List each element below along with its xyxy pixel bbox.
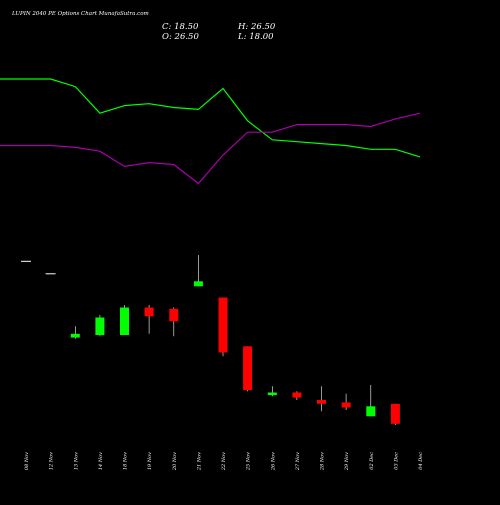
indicator-line-2 bbox=[0, 112, 421, 185]
candle-body bbox=[243, 346, 253, 391]
high-value: H: 26.50 bbox=[237, 22, 276, 32]
chart-title: LUPIN 2040 PE Options Chart MunafaSutra.… bbox=[11, 11, 149, 17]
candle bbox=[390, 403, 400, 425]
candle bbox=[218, 297, 228, 357]
candle bbox=[292, 391, 302, 400]
x-tick-label: 04 Dec bbox=[418, 452, 424, 470]
x-tick-label: 14 Nov bbox=[98, 452, 104, 470]
x-tick-label: 21 Nov bbox=[196, 452, 202, 471]
candle bbox=[317, 386, 326, 412]
candle-body bbox=[390, 403, 400, 424]
x-tick-label: 03 Dec bbox=[393, 452, 399, 470]
close-value: C: 18.50 bbox=[162, 22, 199, 32]
candle-body bbox=[95, 317, 105, 335]
candle-body bbox=[366, 406, 376, 417]
candle bbox=[341, 393, 351, 410]
low-value: L: 18.00 bbox=[237, 32, 274, 42]
indicator-lines bbox=[0, 78, 421, 185]
candle bbox=[144, 305, 154, 334]
x-tick-label: 19 Nov bbox=[147, 452, 153, 470]
candle-body bbox=[341, 402, 351, 408]
candle bbox=[70, 326, 80, 339]
x-tick-label: 26 Nov bbox=[270, 452, 276, 471]
open-value: O: 26.50 bbox=[162, 32, 199, 42]
candle-body bbox=[70, 333, 80, 338]
candle-body bbox=[120, 307, 129, 335]
candle-body bbox=[317, 400, 326, 404]
candle-body bbox=[169, 308, 179, 322]
indicator-line-1 bbox=[0, 78, 421, 158]
candle-body bbox=[144, 307, 154, 317]
x-tick-label: 08 Nov bbox=[24, 452, 30, 470]
candle bbox=[366, 385, 376, 417]
candle bbox=[169, 307, 179, 337]
candle bbox=[243, 346, 253, 392]
candle bbox=[120, 305, 129, 335]
candle-body bbox=[292, 392, 302, 398]
x-tick-label: 12 Nov bbox=[49, 452, 55, 470]
candle bbox=[95, 315, 105, 337]
candles bbox=[21, 255, 400, 425]
x-tick-label: 02 Dec bbox=[369, 452, 375, 470]
x-tick-label: 29 Nov bbox=[344, 452, 350, 471]
candle bbox=[267, 386, 277, 397]
candle bbox=[193, 255, 203, 287]
candle-body bbox=[193, 281, 203, 287]
candle-body bbox=[267, 392, 277, 395]
x-tick-label: 28 Nov bbox=[320, 452, 326, 471]
x-tick-label: 22 Nov bbox=[221, 452, 227, 471]
candle-body bbox=[218, 297, 228, 353]
x-tick-label: 27 Nov bbox=[295, 452, 301, 471]
x-tick-label: 13 Nov bbox=[73, 452, 79, 470]
x-tick-label: 18 Nov bbox=[123, 452, 129, 470]
x-tick-label: 20 Nov bbox=[172, 452, 178, 471]
x-axis-ticks: 08 Nov 12 Nov 13 Nov 14 Nov 18 Nov 19 Nov 20 N… bbox=[24, 452, 424, 471]
x-tick-label: 25 Nov bbox=[246, 452, 252, 471]
